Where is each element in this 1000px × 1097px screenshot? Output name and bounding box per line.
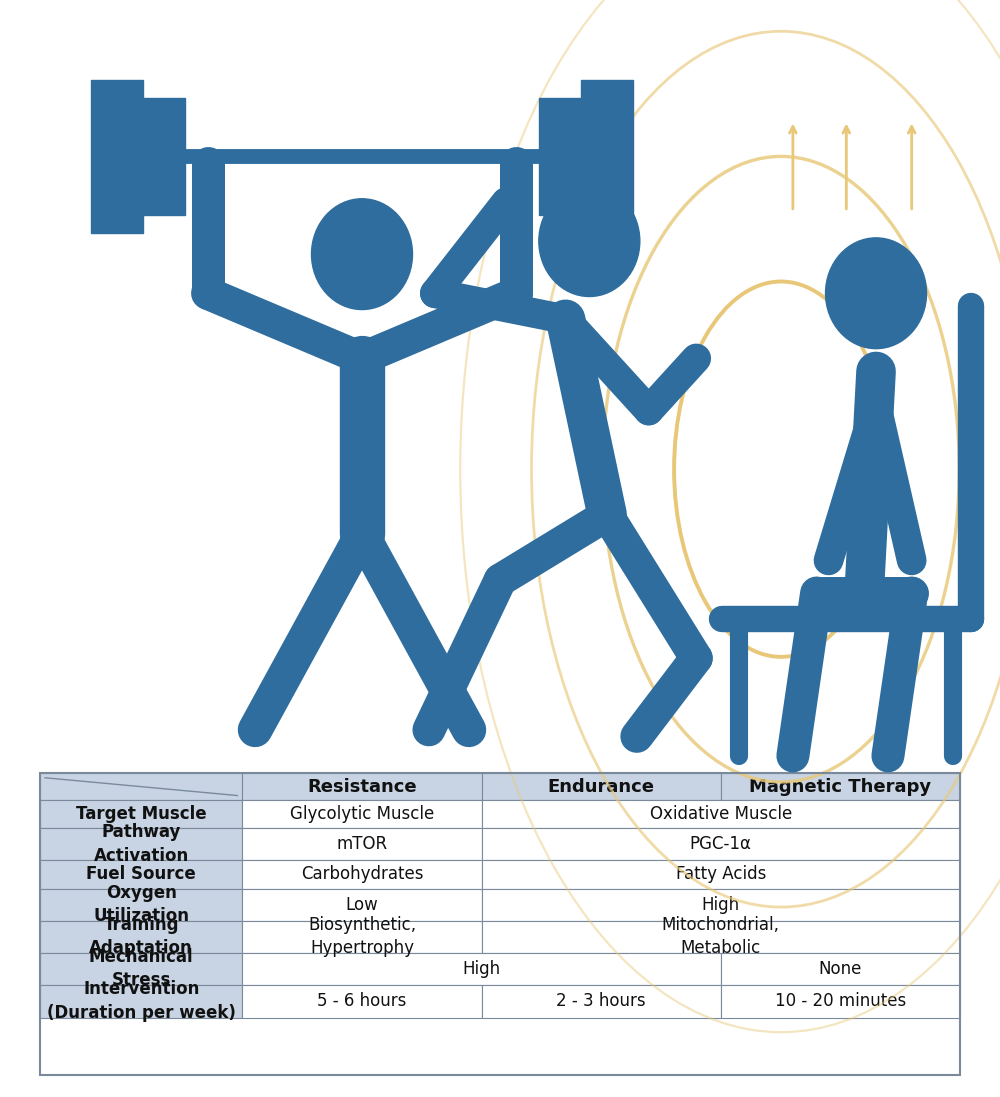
Bar	[40, 920, 242, 952]
Bar	[242, 985, 482, 1018]
Text: Oxidative Muscle: Oxidative Muscle	[650, 805, 792, 823]
Bar	[581, 80, 633, 233]
Text: Magnetic Therapy: Magnetic Therapy	[749, 778, 931, 795]
Bar	[721, 985, 960, 1018]
Bar	[242, 860, 482, 889]
Text: PGC-1α: PGC-1α	[690, 835, 752, 853]
Text: 10 - 20 minutes: 10 - 20 minutes	[775, 992, 906, 1010]
Text: Mitochondrial,
Metabolic: Mitochondrial, Metabolic	[662, 916, 780, 958]
Bar	[242, 828, 482, 860]
Bar	[242, 773, 482, 800]
Bar	[482, 920, 960, 952]
Bar	[539, 98, 604, 215]
Bar	[40, 985, 242, 1018]
Text: High: High	[702, 895, 740, 914]
Bar	[91, 80, 143, 233]
Bar	[721, 952, 960, 985]
Bar	[40, 800, 242, 828]
Bar	[482, 860, 960, 889]
Bar	[242, 952, 721, 985]
Text: Carbohydrates: Carbohydrates	[301, 866, 423, 883]
Bar	[40, 952, 242, 985]
Text: High: High	[463, 960, 501, 977]
Bar	[721, 773, 960, 800]
Text: Resistance: Resistance	[307, 778, 417, 795]
Bar	[40, 828, 242, 860]
Text: Fuel Source: Fuel Source	[86, 866, 196, 883]
Bar	[40, 773, 242, 800]
Bar	[120, 98, 185, 215]
Text: Oxygen
Utilization: Oxygen Utilization	[93, 884, 189, 926]
Text: 5 - 6 hours: 5 - 6 hours	[317, 992, 407, 1010]
Text: Pathway
Activation: Pathway Activation	[94, 824, 189, 866]
Bar	[242, 800, 482, 828]
Bar	[40, 773, 960, 1075]
Text: Target Muscle: Target Muscle	[76, 805, 207, 823]
Bar	[482, 985, 721, 1018]
Circle shape	[826, 238, 927, 349]
Text: Low: Low	[346, 895, 378, 914]
Circle shape	[539, 185, 640, 296]
Text: mTOR: mTOR	[336, 835, 388, 853]
Text: Training
Adaptation: Training Adaptation	[89, 916, 193, 958]
Bar	[482, 828, 960, 860]
Text: Endurance: Endurance	[548, 778, 655, 795]
Bar	[40, 860, 242, 889]
Text: 2 - 3 hours: 2 - 3 hours	[556, 992, 646, 1010]
Bar	[482, 800, 960, 828]
Text: Biosynthetic,
Hypertrophy: Biosynthetic, Hypertrophy	[308, 916, 416, 958]
Text: Fatty Acids: Fatty Acids	[676, 866, 766, 883]
Bar	[40, 889, 242, 920]
Bar	[482, 889, 960, 920]
Bar	[242, 920, 482, 952]
Text: None: None	[819, 960, 862, 977]
Bar	[482, 773, 721, 800]
Text: Intervention
(Duration per week): Intervention (Duration per week)	[47, 981, 236, 1022]
Text: Glycolytic Muscle: Glycolytic Muscle	[290, 805, 434, 823]
Bar	[242, 889, 482, 920]
Circle shape	[312, 199, 412, 309]
Text: Mechanical
Stress: Mechanical Stress	[89, 948, 194, 989]
